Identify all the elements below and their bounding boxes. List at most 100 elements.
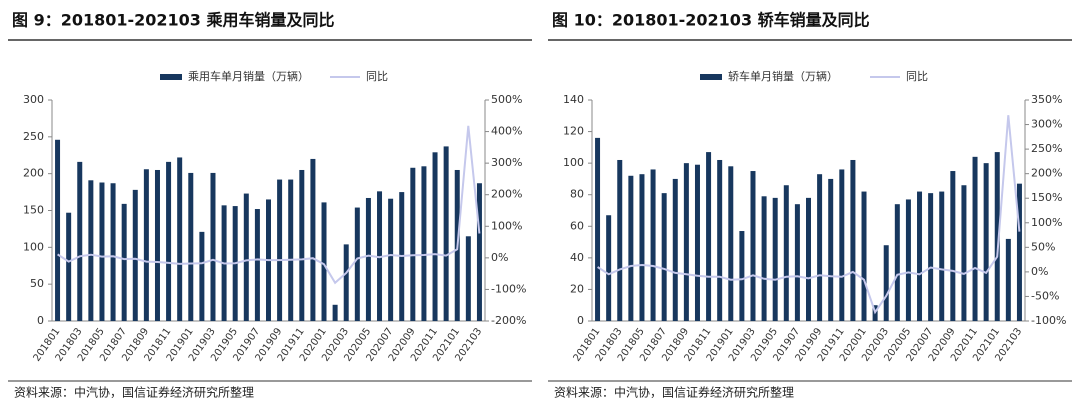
bar — [717, 159, 723, 321]
bar — [794, 204, 800, 321]
bar — [410, 167, 416, 321]
bar — [706, 152, 712, 321]
bar — [154, 169, 160, 321]
bar — [443, 146, 449, 321]
bar — [66, 212, 72, 321]
bar — [210, 172, 216, 321]
bar — [950, 171, 956, 321]
bar — [817, 174, 823, 321]
y-tick-label: 300 — [23, 93, 44, 106]
y-tick-label: 80 — [570, 188, 584, 201]
bar — [994, 152, 1000, 321]
y-tick-label: 200 — [23, 167, 44, 180]
y-tick-label: 40 — [570, 251, 584, 264]
y-tick-label: 60 — [570, 219, 584, 232]
line — [597, 115, 1021, 315]
bar — [883, 245, 889, 321]
bar — [354, 207, 360, 321]
bar — [783, 185, 789, 321]
y2-tick-label: -100% — [1031, 314, 1066, 327]
y-tick-label: 0 — [37, 314, 44, 327]
bar — [839, 169, 845, 321]
legend-swatch — [700, 74, 722, 80]
bar — [343, 244, 349, 321]
bar — [917, 191, 923, 321]
bar — [650, 169, 656, 321]
bar — [595, 137, 601, 321]
y2-tick-label: 50% — [1031, 240, 1055, 253]
bar — [772, 197, 778, 321]
y-tick-label: 100 — [563, 156, 584, 169]
bar — [177, 157, 183, 321]
y-tick-label: 20 — [570, 282, 584, 295]
legend-label: 轿车单月销量（万辆） — [728, 69, 838, 83]
chart-title: 图 9：201801-202103 乘用车销量及同比 — [12, 11, 335, 30]
bar — [310, 158, 316, 321]
bar — [683, 163, 689, 321]
legend-swatch — [160, 74, 182, 80]
bar — [365, 197, 371, 321]
y2-tick-label: 300% — [491, 156, 522, 169]
bar — [672, 178, 678, 321]
bar — [432, 152, 438, 321]
y2-tick-label: 100% — [1031, 216, 1062, 229]
y-tick-label: 150 — [23, 204, 44, 217]
bar — [961, 185, 967, 321]
bar — [254, 209, 260, 321]
y2-tick-label: -100% — [491, 282, 526, 295]
y2-tick-label: 0% — [491, 251, 508, 264]
bar — [77, 161, 83, 321]
bar — [617, 159, 623, 321]
y-tick-label: 120 — [563, 125, 584, 138]
y2-tick-label: 250% — [1031, 142, 1062, 155]
bar — [476, 183, 482, 321]
bar — [861, 191, 867, 321]
bar — [421, 166, 427, 321]
y-tick-label: 50 — [30, 277, 44, 290]
bar — [121, 203, 127, 321]
bar — [388, 198, 394, 321]
bar — [639, 174, 645, 321]
y2-tick-label: 150% — [1031, 191, 1062, 204]
bar — [750, 171, 756, 321]
bar — [1005, 238, 1011, 321]
y2-tick-label: 500% — [491, 93, 522, 106]
bar — [806, 197, 811, 321]
y2-tick-label: -50% — [1031, 289, 1059, 302]
bar — [143, 169, 149, 321]
bar — [761, 196, 767, 321]
bar — [199, 231, 205, 321]
source-note: 资料来源：中汽协，国信证券经济研究所整理 — [554, 385, 794, 400]
bar — [166, 161, 172, 321]
y-tick-label: 0 — [577, 314, 584, 327]
bar — [99, 182, 105, 321]
bar — [850, 159, 856, 321]
y-tick-label: 250 — [23, 130, 44, 143]
bar — [694, 164, 700, 321]
bar — [288, 179, 294, 321]
y-tick-label: 140 — [563, 93, 584, 106]
bar — [332, 304, 338, 321]
bar — [983, 163, 989, 321]
bar — [661, 193, 667, 321]
bar — [894, 204, 900, 321]
bar — [132, 189, 138, 321]
bar — [88, 180, 94, 321]
bar — [188, 172, 194, 321]
bar — [628, 175, 634, 321]
line — [57, 125, 481, 285]
bar — [321, 202, 327, 321]
bar — [55, 139, 61, 321]
y2-tick-label: 300% — [1031, 118, 1062, 131]
y2-tick-label: 100% — [491, 219, 522, 232]
bar — [905, 199, 911, 321]
y2-tick-label: 400% — [491, 125, 522, 138]
bar — [1016, 183, 1022, 321]
legend-label: 同比 — [366, 70, 388, 83]
bar — [299, 169, 305, 321]
y2-tick-label: 200% — [491, 188, 522, 201]
bar — [739, 231, 745, 321]
y2-tick-label: 200% — [1031, 167, 1062, 180]
y2-tick-label: 350% — [1031, 93, 1062, 106]
bar — [243, 193, 249, 321]
